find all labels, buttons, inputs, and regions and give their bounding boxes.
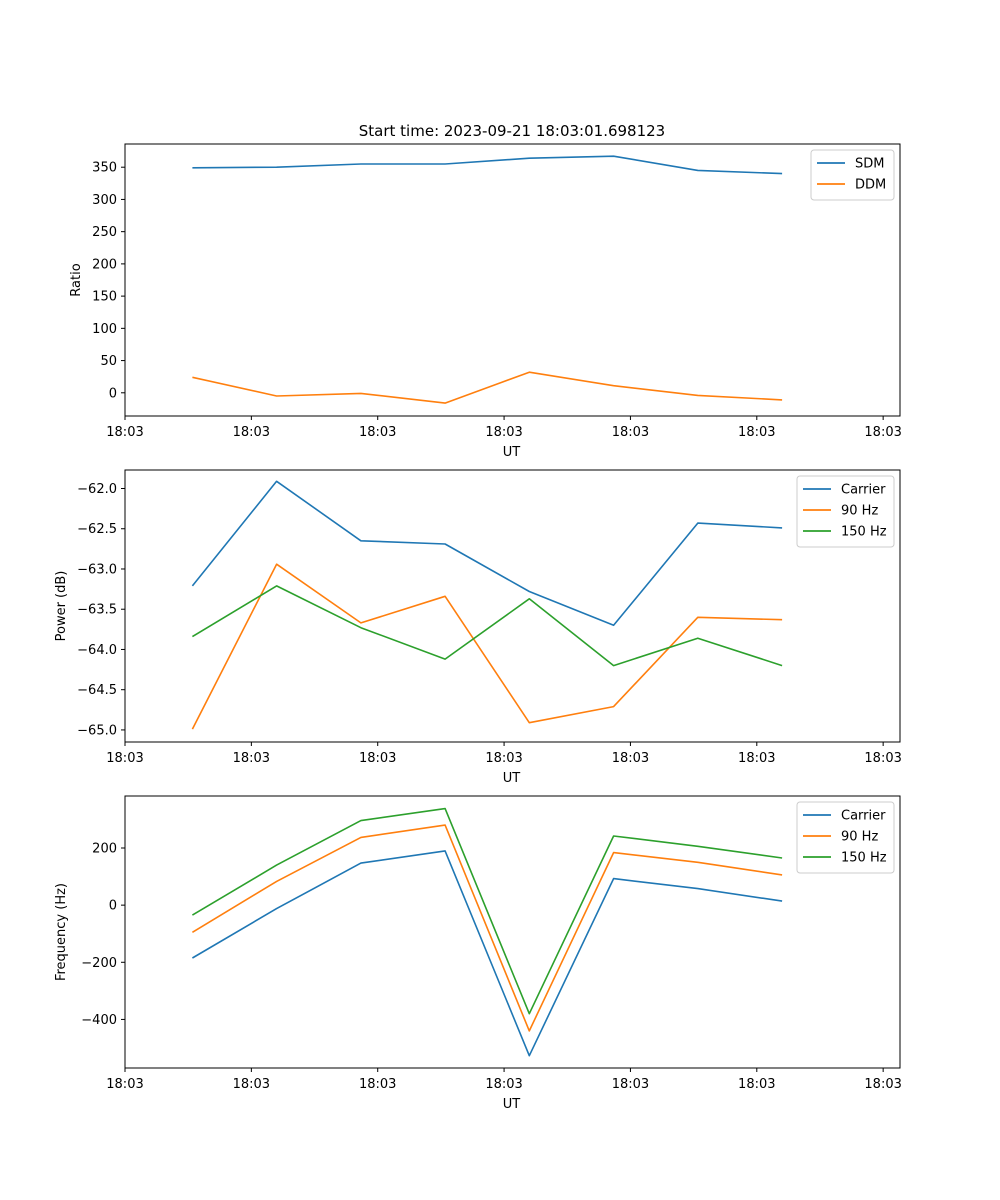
- x-tick-label: 18:03: [864, 751, 901, 766]
- legend-label: 150 Hz: [841, 851, 887, 866]
- y-tick-label: −400: [81, 1013, 117, 1028]
- x-tick-label: 18:03: [106, 1077, 143, 1092]
- figure-title: Start time: 2023-09-21 18:03:01.698123: [359, 122, 665, 140]
- legend-label: Carrier: [841, 809, 886, 824]
- y-tick-label: −64.5: [77, 683, 117, 698]
- x-tick-label: 18:03: [359, 1077, 396, 1092]
- y-tick-label: 0: [109, 386, 117, 401]
- y-axis-label: Power (dB): [54, 571, 69, 642]
- x-tick-label: 18:03: [359, 751, 396, 766]
- y-tick-label: −65.0: [77, 723, 117, 738]
- legend-label: 90 Hz: [841, 504, 878, 519]
- y-tick-label: 300: [92, 193, 117, 208]
- x-tick-label: 18:03: [106, 751, 143, 766]
- y-axis-label: Frequency (Hz): [54, 883, 69, 981]
- y-tick-label: −64.0: [77, 643, 117, 658]
- legend-box: [796, 801, 895, 874]
- series-line-carrier: [191, 850, 783, 1057]
- y-tick-label: −62.5: [77, 522, 117, 537]
- legend: SDM DDM: [810, 149, 895, 201]
- chart-2: 18:03 18:03 18:03 18:03 18:03 18:03 18:03 −65.0…: [54, 469, 902, 786]
- series-line-90-hz: [191, 824, 783, 1032]
- x-tick-label: 18:03: [233, 425, 270, 440]
- y-tick-label: 200: [92, 257, 117, 272]
- legend-label: SDM: [855, 157, 884, 172]
- x-axis-label: UT: [503, 445, 521, 460]
- x-tick-label: 18:03: [485, 751, 522, 766]
- y-tick-label: 200: [92, 842, 117, 857]
- axes-frame: [124, 469, 901, 743]
- x-tick-label: 18:03: [612, 751, 649, 766]
- legend-label: DDM: [855, 178, 886, 193]
- x-axis-label: UT: [503, 1097, 521, 1112]
- x-tick-label: 18:03: [485, 425, 522, 440]
- y-tick-label: 50: [100, 354, 117, 369]
- x-axis-label: UT: [503, 771, 521, 786]
- legend-label: 90 Hz: [841, 830, 878, 845]
- y-tick-label: 0: [109, 899, 117, 914]
- x-tick-label: 18:03: [738, 751, 775, 766]
- y-tick-label: 350: [92, 161, 117, 176]
- y-tick-label: −62.0: [77, 482, 117, 497]
- x-tick-label: 18:03: [106, 425, 143, 440]
- y-tick-label: −63.5: [77, 603, 117, 618]
- y-tick-label: −200: [81, 956, 117, 971]
- series-line-sdm: [192, 155, 783, 175]
- chart-3: 18:03 18:03 18:03 18:03 18:03 18:03 18:03 −400 −…: [54, 795, 902, 1112]
- legend: Carrier 90 Hz 150 Hz: [796, 801, 895, 874]
- x-tick-label: 18:03: [485, 1077, 522, 1092]
- x-tick-label: 18:03: [233, 751, 270, 766]
- legend-box: [796, 475, 895, 548]
- y-axis-label: Ratio: [69, 263, 84, 296]
- legend: Carrier 90 Hz 150 Hz: [796, 475, 895, 548]
- legend-label: Carrier: [841, 483, 886, 498]
- axes-frame: [124, 795, 901, 1069]
- series-line-ddm: [192, 371, 783, 404]
- x-tick-label: 18:03: [738, 425, 775, 440]
- x-tick-label: 18:03: [359, 425, 396, 440]
- y-tick-label: 150: [92, 290, 117, 305]
- axes-frame: [124, 143, 901, 417]
- series-line-150-hz: [191, 585, 783, 667]
- y-tick-label: −63.0: [77, 562, 117, 577]
- series-line-150-hz: [191, 807, 783, 1015]
- x-tick-label: 18:03: [864, 425, 901, 440]
- x-tick-label: 18:03: [612, 1077, 649, 1092]
- y-tick-label: 100: [92, 322, 117, 337]
- x-tick-label: 18:03: [612, 425, 649, 440]
- series-line-carrier: [191, 480, 783, 627]
- x-tick-label: 18:03: [738, 1077, 775, 1092]
- x-tick-label: 18:03: [864, 1077, 901, 1092]
- plots-group: 18:03 18:03 18:03 18:03 18:03 18:03 18:03 0 50 10…: [54, 143, 902, 1112]
- series-line-90-hz: [191, 563, 783, 730]
- chart-1: 18:03 18:03 18:03 18:03 18:03 18:03 18:03 0 50 10…: [69, 143, 902, 460]
- x-tick-label: 18:03: [233, 1077, 270, 1092]
- y-tick-label: 250: [92, 225, 117, 240]
- legend-label: 150 Hz: [841, 525, 887, 540]
